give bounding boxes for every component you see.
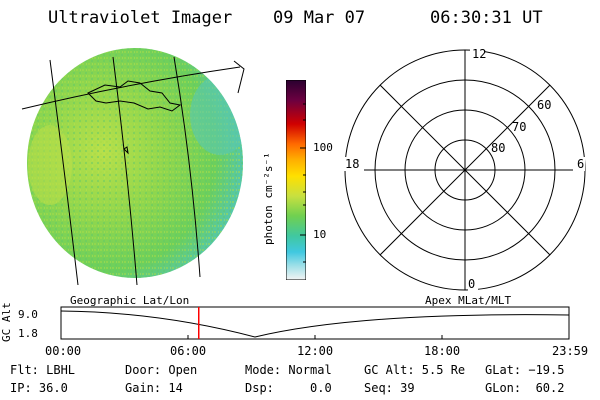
- x-tick-1800: 18:00: [424, 344, 461, 358]
- colorbar-tick-10: 10: [313, 228, 327, 241]
- lat-label-70: 70: [512, 120, 527, 134]
- altitude-curve: [60, 310, 570, 338]
- timeline-frame: [60, 306, 570, 340]
- status-flt: Flt: LBHL: [10, 363, 76, 377]
- latitude-line: [21, 66, 241, 110]
- colorbar-unit-label: photon cm⁻²s⁻¹: [262, 152, 275, 245]
- colorbar: [286, 80, 306, 280]
- lat-label-80: 80: [491, 141, 506, 155]
- y-tick-max: 9.0: [18, 308, 38, 321]
- status-glat: GLat: −19.5: [485, 363, 565, 377]
- mlt-label-0: 0: [468, 277, 476, 291]
- mlt-label-18: 18: [345, 157, 360, 171]
- x-tick-1200: 12:00: [297, 344, 334, 358]
- polar-mlat-mlt-plot: [344, 48, 586, 291]
- status-dsp: Dsp: 0.0: [245, 381, 332, 395]
- header-date: 09 Mar 07: [273, 8, 366, 28]
- instrument-title: Ultraviolet Imager: [48, 8, 233, 28]
- mlt-label-12: 12: [472, 47, 487, 61]
- longitude-line: [49, 59, 79, 286]
- status-ip: IP: 36.0: [10, 381, 68, 395]
- colorbar-tick-100: 100: [313, 141, 333, 154]
- longitude-line: [112, 56, 138, 286]
- longitude-line: [173, 56, 201, 278]
- apex-mlat-mlt-label: Apex MLat/MLT: [425, 294, 512, 307]
- lat-label-60: 60: [537, 98, 552, 112]
- status-gc-alt: GC Alt: 5.5 Re: [364, 363, 466, 377]
- x-tick-0000: 00:00: [45, 344, 82, 358]
- header-time: 06:30:31 UT: [430, 8, 543, 28]
- uv-earth-image: [21, 48, 245, 286]
- geographic-lat-lon-label: Geographic Lat/Lon: [70, 294, 190, 307]
- mlt-label-6: 6: [577, 157, 585, 171]
- status-mode: Mode: Normal: [245, 363, 332, 377]
- status-seq: Seq: 39: [364, 381, 415, 395]
- status-gain: Gain: 14: [125, 381, 183, 395]
- x-tick-2359: 23:59: [552, 344, 589, 358]
- orbit-timeline-plot: [60, 306, 570, 340]
- gc-alt-axis-label: GC Alt: [0, 302, 13, 342]
- x-tick-0600: 06:00: [170, 344, 207, 358]
- status-door: Door: Open: [125, 363, 198, 377]
- status-glon: GLon: 60.2: [485, 381, 565, 395]
- y-tick-min: 1.8: [18, 327, 38, 340]
- coastline: [87, 80, 182, 112]
